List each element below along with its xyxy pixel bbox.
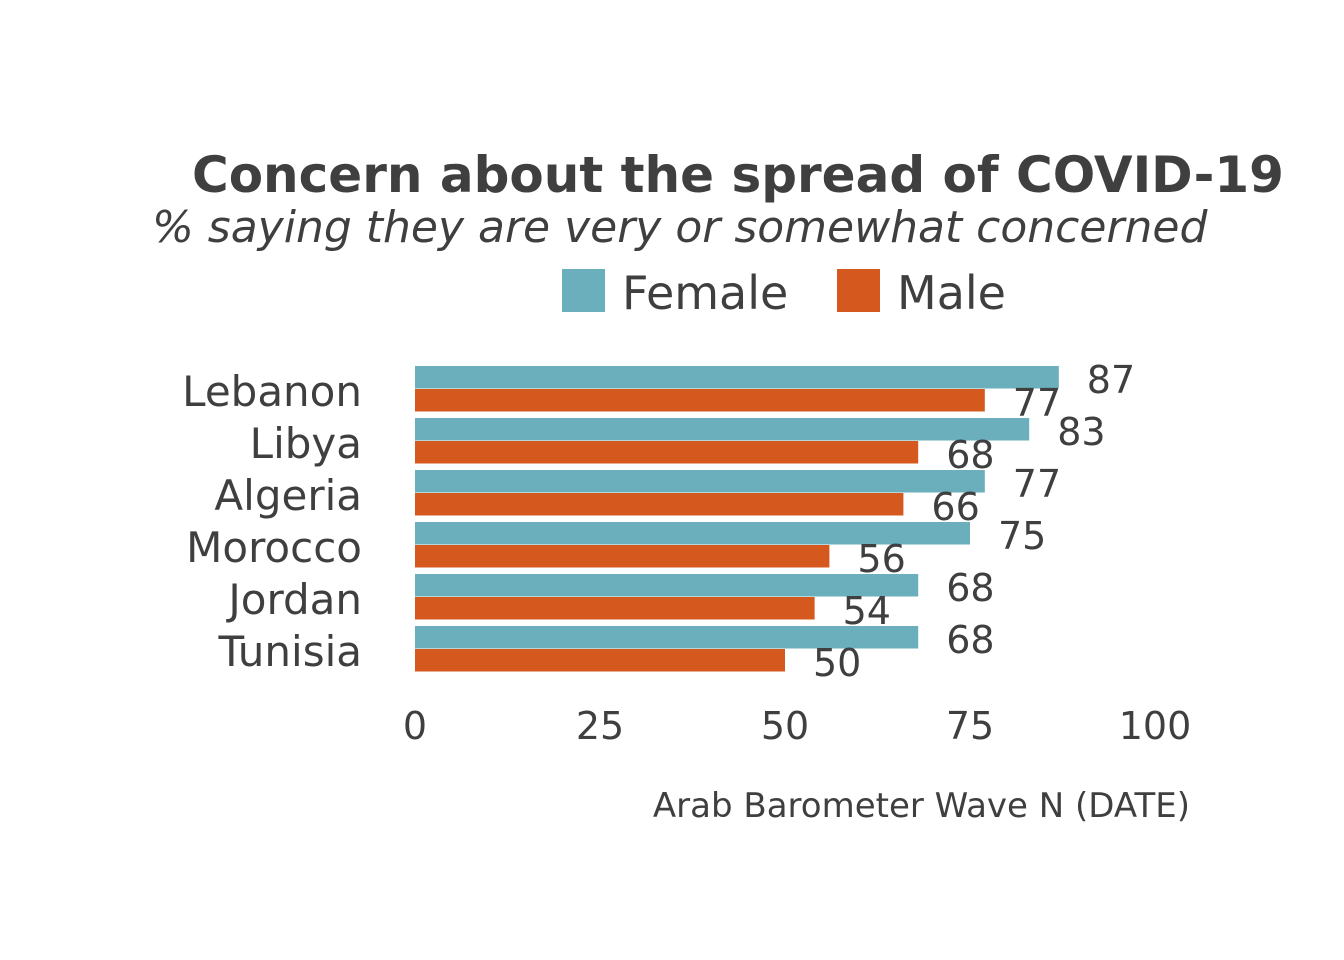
- bar-male: [415, 389, 985, 412]
- bar-female: [415, 522, 970, 545]
- value-label-male: 56: [857, 537, 905, 581]
- category-label: Lebanon: [182, 367, 362, 416]
- bar-male: [415, 545, 830, 568]
- chart-title: Concern about the spread of COVID-19: [192, 146, 1284, 204]
- category-label: Libya: [250, 419, 362, 468]
- x-tick-label: 100: [1119, 704, 1192, 748]
- legend-swatch-male: [837, 269, 880, 312]
- legend-swatch-female: [562, 269, 605, 312]
- bar-male: [415, 493, 904, 516]
- x-tick-label: 25: [576, 704, 624, 748]
- x-axis-ticks: 0 25 50 75 100: [403, 704, 1191, 748]
- category-label: Tunisia: [218, 627, 362, 676]
- chart-caption: Arab Barometer Wave N (DATE): [653, 786, 1190, 826]
- value-label-male: 77: [1013, 381, 1061, 425]
- value-label-female: 83: [1057, 410, 1105, 454]
- category-label: Jordan: [225, 575, 362, 624]
- value-label-female: 87: [1087, 358, 1135, 402]
- bar-female: [415, 626, 919, 649]
- bar-male: [415, 441, 919, 464]
- bars: [415, 366, 1059, 672]
- bar-male: [415, 597, 815, 620]
- value-label-male: 66: [931, 485, 979, 529]
- legend-label-female: Female: [622, 266, 788, 320]
- category-label: Morocco: [186, 523, 362, 572]
- bar-female: [415, 470, 985, 493]
- value-label-male: 68: [946, 433, 994, 477]
- value-label-male: 50: [813, 641, 861, 685]
- bar-male: [415, 649, 785, 672]
- value-label-female: 68: [946, 566, 994, 610]
- x-tick-label: 0: [403, 704, 427, 748]
- x-tick-label: 75: [946, 704, 994, 748]
- value-label-female: 68: [946, 618, 994, 662]
- bar-female: [415, 366, 1059, 389]
- value-label-male: 54: [843, 589, 891, 633]
- bar-female: [415, 574, 919, 597]
- value-label-female: 77: [1013, 462, 1061, 506]
- bar-female: [415, 418, 1030, 441]
- legend: Female Male: [562, 266, 1006, 320]
- chart-subtitle: % saying they are very or somewhat conce…: [152, 202, 1208, 253]
- value-label-female: 75: [998, 514, 1046, 558]
- legend-label-male: Male: [897, 266, 1006, 320]
- x-tick-label: 50: [761, 704, 809, 748]
- category-label: Algeria: [214, 471, 362, 520]
